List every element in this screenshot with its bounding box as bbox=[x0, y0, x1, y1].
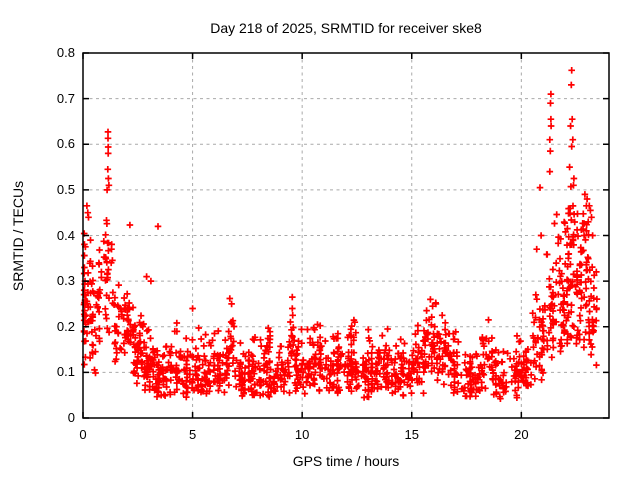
y-tick-label: 0.7 bbox=[56, 90, 75, 106]
x-axis-label: GPS time / hours bbox=[292, 453, 400, 469]
y-tick-label: 0.1 bbox=[56, 364, 75, 380]
y-tick-label: 0.2 bbox=[56, 318, 75, 334]
x-tick-label: 0 bbox=[79, 427, 87, 442]
x-tick-label: 15 bbox=[404, 427, 419, 442]
scatter-points bbox=[80, 67, 601, 402]
chart-title: Day 218 of 2025, SRMTID for receiver ske… bbox=[210, 20, 482, 36]
y-tick-label: 0.3 bbox=[56, 273, 75, 289]
y-tick-label: 0.5 bbox=[56, 181, 75, 197]
y-tick-label: 0.4 bbox=[56, 227, 75, 243]
x-tick-label: 10 bbox=[294, 427, 310, 442]
x-tick-label: 20 bbox=[514, 427, 529, 442]
y-tick-label: 0.8 bbox=[56, 45, 75, 60]
x-tick-label: 5 bbox=[188, 427, 197, 442]
y-tick-label: 0.6 bbox=[56, 136, 75, 152]
plot-frame bbox=[82, 52, 610, 419]
scatter-marker-path bbox=[80, 67, 601, 402]
y-tick-label: 0 bbox=[67, 410, 75, 425]
